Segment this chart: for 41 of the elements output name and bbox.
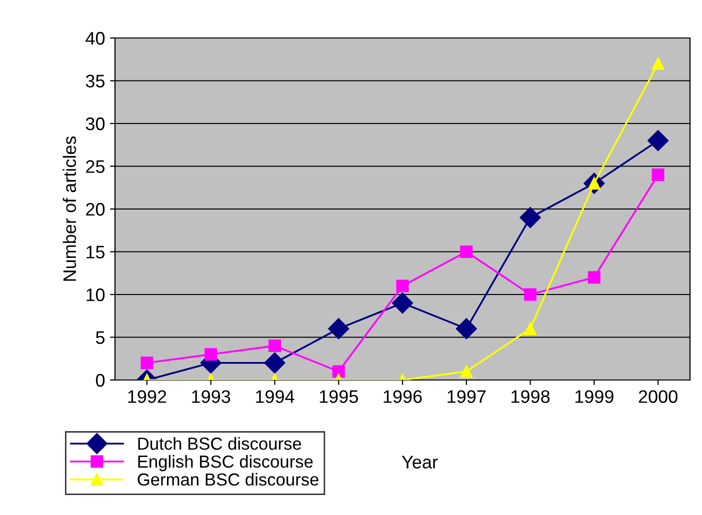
x-axis-title: Year (402, 456, 438, 468)
x-tick-label: 1996 (384, 390, 422, 403)
x-tick-label: 1994 (256, 390, 294, 403)
x-tick-label: 1998 (512, 390, 550, 403)
point (460, 365, 473, 378)
x-tick-label: 1993 (192, 390, 230, 403)
point (520, 207, 541, 228)
y-tick-label: 15 (86, 246, 105, 258)
y-tick-label: 30 (86, 117, 105, 130)
x-tick-label: 1992 (128, 390, 166, 403)
point (264, 352, 286, 374)
y-axis-title: Number of articles (62, 136, 76, 281)
point (396, 280, 409, 292)
y-tick-label: 25 (86, 160, 105, 173)
point (328, 318, 350, 340)
y-tick-label: 40 (86, 32, 105, 45)
point (456, 318, 477, 340)
legend-label: Dutch BSC discourse (138, 437, 302, 450)
point (204, 348, 218, 361)
point (140, 356, 154, 370)
x-tick-label: 1999 (575, 390, 614, 403)
legend-label: German BSC discourse (138, 472, 318, 486)
point (268, 340, 281, 352)
legend-label: English BSC discourse (138, 455, 313, 472)
y-tick-label: 10 (86, 288, 105, 302)
point (524, 322, 537, 335)
point (524, 288, 537, 301)
x-tick-label: 1995 (320, 390, 358, 403)
point (392, 292, 414, 314)
y-tick-label: 20 (86, 202, 105, 216)
point (648, 130, 669, 152)
y-tick-label: 5 (96, 331, 105, 344)
x-tick-label: 2000 (638, 390, 678, 403)
y-tick-label: 35 (86, 74, 105, 88)
point (460, 246, 473, 258)
point (588, 271, 600, 284)
point (652, 57, 664, 70)
point (652, 168, 664, 182)
y-tick-label: 0 (96, 374, 105, 387)
point (332, 365, 345, 378)
x-tick-label: 1997 (448, 390, 486, 403)
